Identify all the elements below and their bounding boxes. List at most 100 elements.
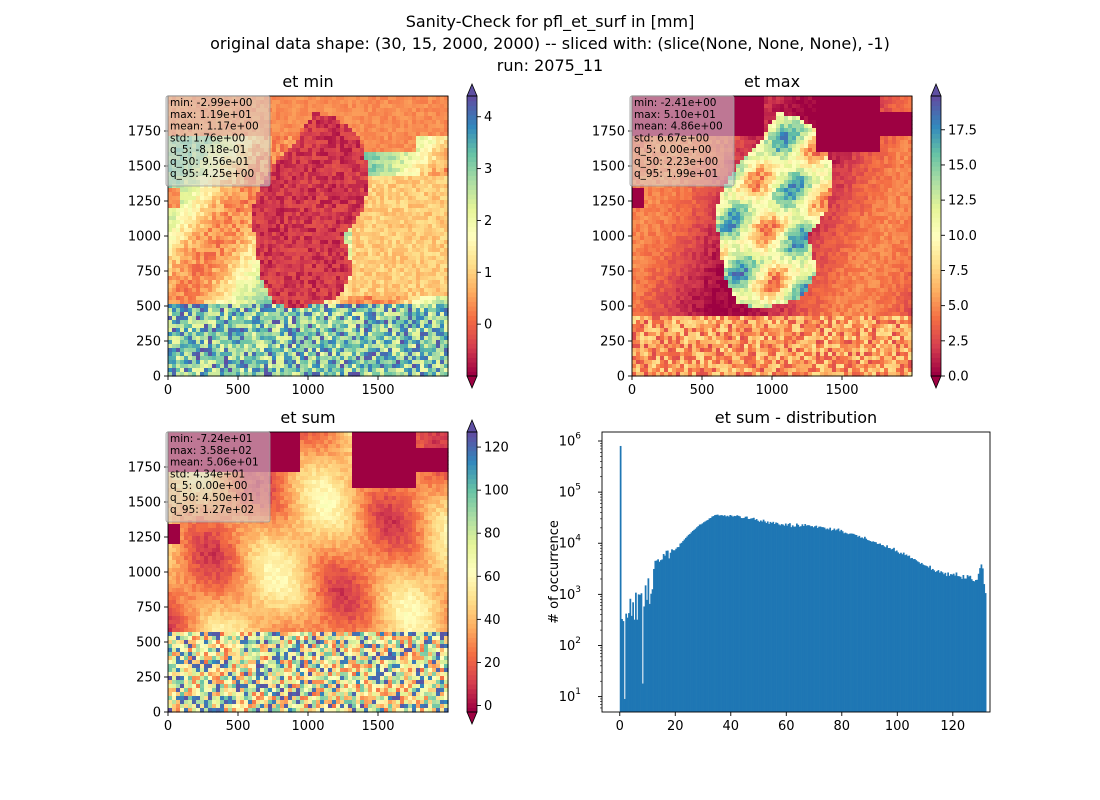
colorbar-gradient	[467, 474, 477, 480]
histogram-bar	[947, 572, 949, 712]
histogram-bar	[768, 523, 770, 712]
x-tick-label: 1500	[825, 383, 858, 398]
colorbar-gradient	[931, 236, 941, 242]
colorbar-gradient	[931, 203, 941, 209]
histogram-bar	[661, 559, 664, 712]
histogram-bar	[827, 529, 830, 712]
x-tick-label: 120	[940, 719, 965, 734]
colorbar-tick-label: 17.5	[948, 123, 977, 138]
histogram-bar	[904, 555, 906, 712]
colorbar-frame	[466, 95, 478, 377]
histogram-bar	[722, 515, 725, 712]
colorbar-frame	[466, 431, 478, 713]
colorbar-gradient	[931, 273, 941, 279]
colorbar-tick-label: 60	[484, 570, 501, 585]
histogram-bar	[959, 576, 962, 712]
colorbar-tick-label: 4	[484, 110, 492, 125]
panel-title: et sum	[280, 408, 335, 427]
colorbar-gradient	[467, 170, 477, 176]
histogram-bar	[915, 560, 918, 712]
colorbar-gradient	[467, 469, 477, 475]
histogram-bar	[737, 515, 740, 712]
histogram-bar	[739, 516, 741, 712]
histogram-bar	[747, 518, 750, 712]
colorbar-tick-label: 80	[484, 527, 501, 542]
colorbar-gradient	[467, 366, 477, 372]
histogram-bar	[730, 515, 733, 712]
colorbar-tick-label: 0	[484, 699, 492, 714]
y-tick-label: 101	[559, 687, 581, 705]
histogram-bar	[707, 519, 709, 712]
colorbar-gradient	[931, 320, 941, 326]
histogram-bar	[905, 554, 908, 712]
histogram-bar	[779, 525, 782, 712]
colorbar-gradient	[467, 175, 477, 181]
histogram-bar	[793, 526, 795, 712]
histogram-bar	[632, 602, 634, 712]
stats-line: min: -7.24e+01	[170, 433, 252, 445]
colorbar-gradient	[467, 576, 477, 582]
colorbar-gradient	[467, 287, 477, 293]
colorbar-gradient	[467, 460, 477, 466]
histogram-bar	[951, 574, 954, 712]
colorbar-gradient	[931, 142, 941, 148]
histogram-bar	[861, 537, 863, 712]
histogram-bar	[930, 569, 933, 712]
y-tick-label: 1500	[592, 160, 625, 175]
colorbar-gradient	[931, 282, 941, 288]
histogram-bar	[668, 558, 671, 712]
x-tick-label: 1000	[291, 383, 324, 398]
histogram-bar	[984, 593, 987, 712]
histogram-bar	[625, 613, 628, 712]
colorbar-gradient	[931, 114, 941, 120]
colorbar-gradient	[467, 595, 477, 601]
colorbar-gradient	[467, 544, 477, 550]
histogram-bar	[864, 536, 866, 712]
histogram-bar	[791, 525, 794, 712]
histogram-bar	[983, 584, 986, 712]
histogram-bar	[902, 552, 905, 712]
histogram-bar	[755, 519, 758, 712]
histogram-bar	[931, 568, 934, 712]
histogram-bar	[682, 541, 684, 712]
histogram-bar	[678, 547, 680, 712]
colorbar-frame	[930, 95, 942, 377]
colorbar-gradient	[931, 250, 941, 256]
histogram-bar	[925, 565, 927, 712]
colorbar-gradient	[467, 628, 477, 634]
figure-subtitle: original data shape: (30, 15, 2000, 2000…	[210, 34, 890, 53]
colorbar-gradient	[931, 166, 941, 172]
histogram-bar	[646, 599, 648, 712]
histogram-bar	[858, 535, 861, 712]
histogram-bar	[653, 568, 655, 712]
histogram-bar	[958, 576, 961, 712]
histogram-bar	[796, 523, 798, 712]
colorbar-gradient	[467, 231, 477, 237]
colorbar-gradient	[931, 240, 941, 246]
histogram-bar	[944, 572, 947, 712]
histogram-bar	[644, 585, 647, 712]
histogram-bar	[859, 537, 862, 712]
y-tick-label: 106	[559, 432, 582, 450]
y-tick-label: 250	[136, 335, 161, 350]
histogram-bar	[883, 546, 886, 712]
x-tick-label: 500	[226, 719, 251, 734]
colorbar-gradient	[467, 651, 477, 657]
colorbar-gradient	[467, 240, 477, 246]
colorbar-gradient	[467, 203, 477, 209]
histogram-bar	[783, 525, 786, 712]
histogram-bar	[938, 572, 941, 712]
colorbar-gradient	[467, 250, 477, 256]
histogram-bar	[686, 536, 689, 712]
histogram-bar	[691, 530, 694, 712]
colorbar-gradient	[931, 343, 941, 349]
x-tick-label: 0	[628, 383, 636, 398]
histogram-bar	[679, 543, 682, 712]
histogram-bar	[798, 526, 801, 712]
histogram-bar	[736, 515, 739, 712]
histogram-bar	[771, 522, 773, 712]
histogram-bar	[782, 524, 784, 712]
colorbar-gradient	[467, 488, 477, 494]
colorbar-gradient	[931, 306, 941, 312]
colorbar-gradient	[467, 665, 477, 671]
